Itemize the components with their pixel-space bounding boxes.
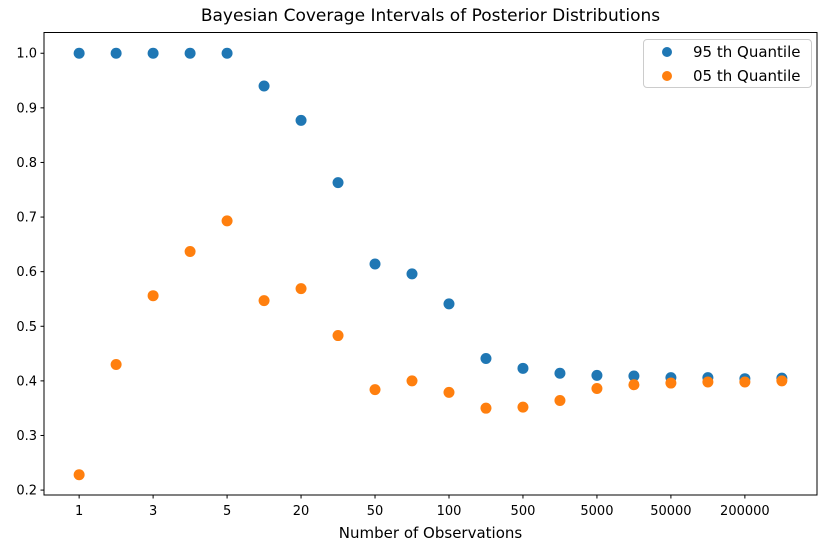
x-tick-label: 50 (367, 504, 384, 519)
x-axis-label: Number of Observations (338, 524, 523, 542)
y-tick-label: 0.4 (16, 374, 37, 389)
data-point-95th (258, 80, 270, 92)
legend: 95 th Quantile 05 th Quantile (643, 39, 812, 88)
data-point-05th (221, 215, 233, 227)
x-tick-label: 100 (437, 504, 462, 519)
data-point-05th (443, 386, 455, 398)
data-point-95th (591, 369, 603, 381)
data-point-95th (406, 268, 418, 280)
x-tick-label: 20 (293, 504, 310, 519)
x-tick-label: 1 (75, 504, 83, 519)
y-tick-label: 0.5 (16, 320, 37, 335)
data-point-95th (73, 47, 85, 59)
data-point-05th (702, 376, 714, 388)
data-point-05th (295, 283, 307, 295)
data-point-95th (221, 47, 233, 59)
chart-title: Bayesian Coverage Intervals of Posterior… (200, 6, 661, 26)
legend-label-05th: 05 th Quantile (693, 66, 801, 85)
data-point-95th (480, 352, 492, 364)
data-point-95th (369, 258, 381, 270)
data-point-05th (147, 290, 159, 302)
data-point-05th (517, 401, 529, 413)
data-point-95th (147, 47, 159, 59)
legend-marker-05th-icon (662, 70, 672, 81)
data-point-05th (110, 358, 122, 370)
y-tick-label: 0.7 (16, 211, 37, 226)
y-tick-label: 1.0 (16, 47, 37, 62)
y-tick-label: 0.8 (16, 156, 37, 171)
data-point-05th (406, 375, 418, 387)
data-point-05th (369, 384, 381, 396)
y-tick-label: 0.2 (16, 484, 37, 499)
y-tick-label: 0.3 (16, 429, 37, 444)
data-point-05th (554, 395, 566, 407)
x-tick-label: 200000 (720, 504, 770, 519)
y-tick-label: 0.9 (16, 101, 37, 116)
data-point-95th (110, 47, 122, 59)
data-point-95th (295, 114, 307, 126)
data-point-95th (628, 370, 640, 382)
y-tick-label: 0.6 (16, 265, 37, 280)
x-tick-label: 50000 (650, 504, 691, 519)
data-point-05th (332, 330, 344, 342)
x-tick-label: 5 (223, 504, 231, 519)
data-point-05th (591, 383, 603, 395)
data-point-05th (73, 469, 85, 481)
legend-item-95th: 95 th Quantile (662, 41, 811, 62)
data-point-05th (480, 402, 492, 414)
data-point-05th (184, 245, 196, 257)
data-point-95th (184, 47, 196, 59)
legend-label-95th: 95 th Quantile (693, 42, 801, 61)
data-point-05th (258, 295, 270, 307)
legend-marker-95th-icon (662, 46, 672, 57)
data-point-05th (665, 377, 677, 389)
data-point-05th (628, 379, 640, 391)
legend-item-05th: 05 th Quantile (662, 65, 811, 86)
data-point-95th (443, 298, 455, 310)
x-tick-label: 5000 (580, 504, 613, 519)
x-tick-label: 3 (149, 504, 157, 519)
data-point-05th (739, 376, 751, 388)
data-point-95th (332, 177, 344, 189)
data-point-05th (776, 375, 788, 387)
data-point-95th (517, 362, 529, 374)
plot-frame (43, 32, 818, 496)
data-point-95th (554, 367, 566, 379)
x-tick-label: 500 (511, 504, 536, 519)
